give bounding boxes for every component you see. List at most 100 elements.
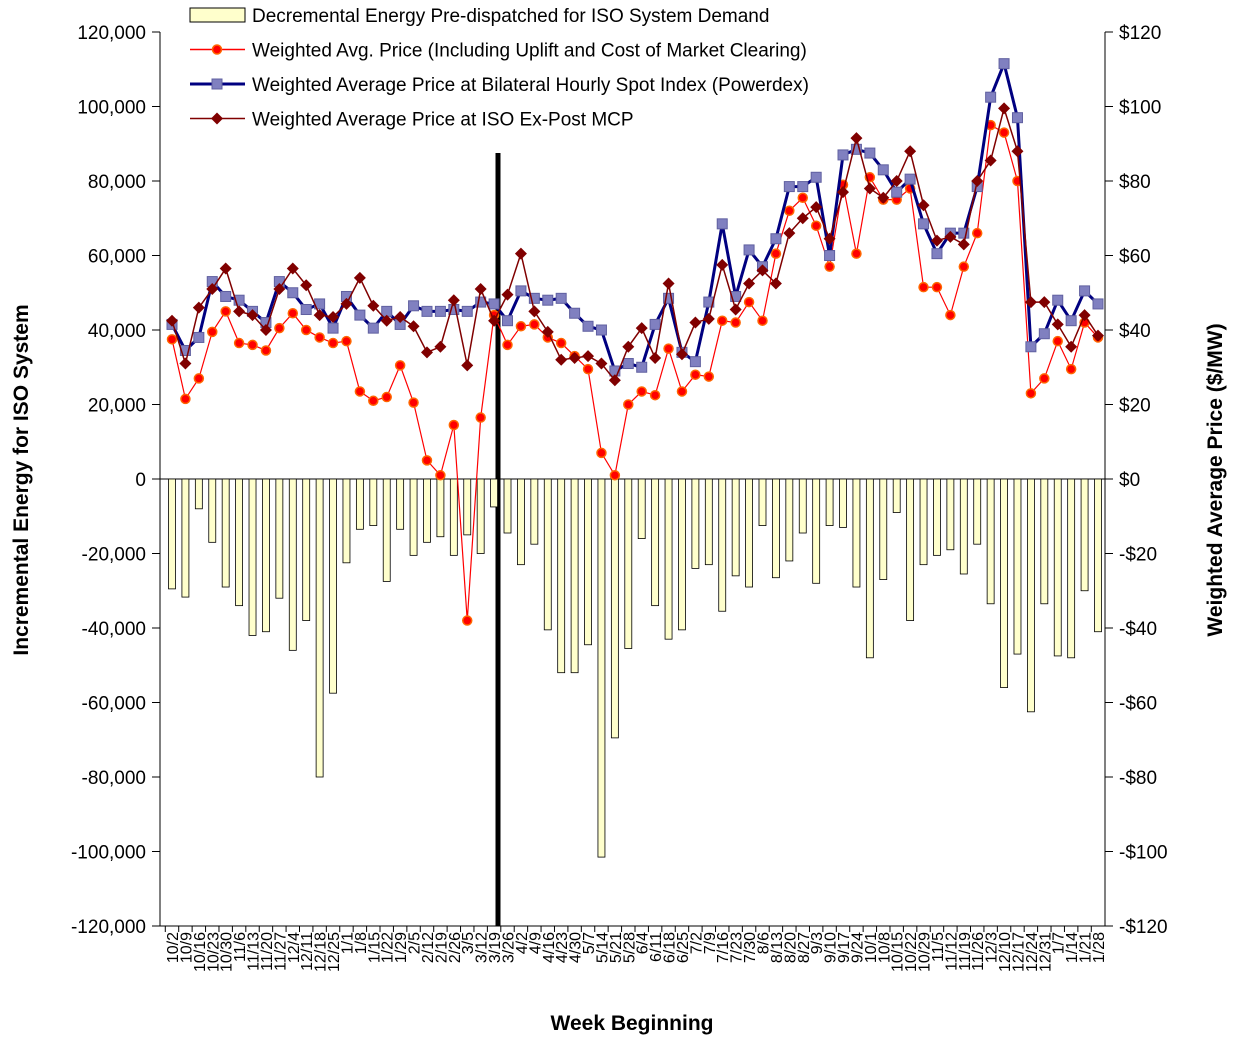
x-tick-label: 11/12 xyxy=(943,932,960,971)
marker xyxy=(529,319,540,330)
bar xyxy=(1067,478,1076,659)
marker xyxy=(192,301,205,314)
marker xyxy=(944,230,957,243)
x-tick-label: 12/11 xyxy=(299,932,316,971)
x-tick-label: 1/28 xyxy=(1091,932,1108,963)
x-tick-label: 9/3 xyxy=(809,932,826,954)
marker xyxy=(608,374,621,387)
bar xyxy=(342,478,351,564)
marker xyxy=(474,283,487,296)
marker xyxy=(998,102,1011,115)
bar xyxy=(986,478,995,605)
y-tick-label: -100,000 xyxy=(71,843,146,864)
bar xyxy=(637,478,646,539)
bar xyxy=(208,478,217,543)
marker xyxy=(354,309,366,321)
bar xyxy=(892,478,901,513)
bar xyxy=(449,478,458,556)
marker xyxy=(958,261,970,272)
marker xyxy=(930,234,943,247)
bar xyxy=(1053,478,1062,657)
x-axis-title: Week Beginning xyxy=(551,1012,714,1035)
marker xyxy=(193,331,205,343)
marker xyxy=(945,309,956,321)
marker xyxy=(582,363,594,375)
x-tick-label: 9/10 xyxy=(823,932,840,963)
marker xyxy=(327,337,339,349)
marker xyxy=(1024,296,1037,309)
y2-tick-label: -$40 xyxy=(1119,619,1157,640)
bar xyxy=(423,478,431,543)
marker xyxy=(1038,296,1051,309)
bar xyxy=(288,478,297,651)
bar xyxy=(946,478,955,551)
marker xyxy=(327,310,340,323)
y-tick-label: -40,000 xyxy=(82,619,146,640)
marker xyxy=(1092,298,1104,310)
x-tick-label: 5/14 xyxy=(594,932,611,963)
marker xyxy=(917,199,930,212)
marker xyxy=(528,292,540,304)
marker xyxy=(663,343,674,354)
x-tick-label: 4/30 xyxy=(568,932,585,963)
bar xyxy=(1013,478,1022,655)
marker xyxy=(931,248,943,260)
x-tick-label: 7/23 xyxy=(729,932,746,963)
marker xyxy=(676,386,688,397)
bar xyxy=(530,478,539,545)
bar xyxy=(409,478,418,556)
bar xyxy=(718,478,727,612)
marker xyxy=(918,281,929,293)
marker xyxy=(300,304,312,316)
bar xyxy=(772,478,780,579)
marker xyxy=(1052,294,1064,306)
marker xyxy=(663,292,675,304)
x-tick-label: 7/2 xyxy=(688,932,705,954)
marker xyxy=(233,305,246,318)
marker xyxy=(447,294,460,307)
x-tick-label: 8/27 xyxy=(796,932,813,963)
marker xyxy=(380,314,393,327)
marker xyxy=(408,397,419,408)
bar xyxy=(651,478,660,607)
marker xyxy=(220,306,231,317)
marker xyxy=(219,262,232,275)
marker xyxy=(784,205,795,217)
marker xyxy=(702,312,715,325)
marker xyxy=(743,277,756,290)
legend-label: Weighted Average Price at Bilateral Hour… xyxy=(252,75,809,96)
x-tick-label: 11/26 xyxy=(970,932,987,971)
marker xyxy=(180,393,191,405)
x-tick-label: 12/18 xyxy=(313,932,330,972)
marker xyxy=(716,315,728,326)
bar xyxy=(302,478,311,621)
y2-tick-label: $80 xyxy=(1119,172,1151,193)
x-tick-label: 5/7 xyxy=(581,932,598,954)
bar xyxy=(329,478,337,694)
marker xyxy=(797,192,809,204)
marker xyxy=(958,227,970,239)
marker xyxy=(246,309,259,322)
x-tick-label: 12/31 xyxy=(1037,932,1054,972)
bar xyxy=(758,478,767,526)
marker xyxy=(622,340,635,353)
legend-swatch xyxy=(189,7,246,23)
marker xyxy=(837,149,849,161)
y2-tick-label: -$20 xyxy=(1119,545,1157,566)
marker xyxy=(367,322,379,334)
marker xyxy=(756,264,769,277)
marker xyxy=(259,324,272,336)
x-tick-label: 10/1 xyxy=(863,932,880,963)
x-tick-label: 10/2 xyxy=(165,932,182,963)
marker xyxy=(998,127,1010,138)
marker xyxy=(408,300,420,312)
x-tick-label: 12/10 xyxy=(997,932,1014,972)
marker xyxy=(636,386,647,397)
x-tick-label: 1/22 xyxy=(380,932,397,963)
marker xyxy=(918,218,930,230)
x-tick-label: 4/23 xyxy=(554,932,571,963)
marker xyxy=(394,360,406,371)
x-tick-label: 1/29 xyxy=(393,932,410,963)
x-tick-label: 9/17 xyxy=(836,932,853,963)
